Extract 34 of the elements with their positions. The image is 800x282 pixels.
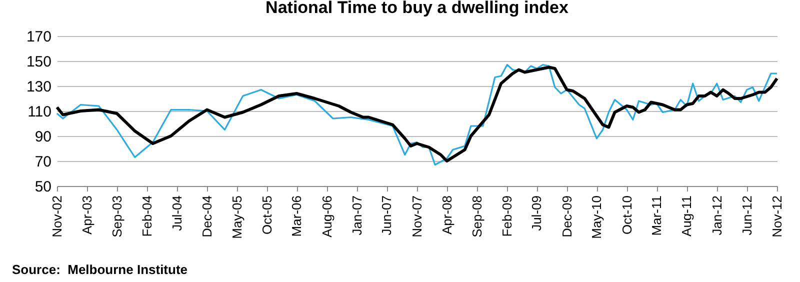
x-tick-label: Oct-10 [619, 196, 634, 235]
x-tick-label: Nov-02 [50, 196, 64, 238]
x-tick-label: Sep-08 [470, 196, 485, 238]
chart-title: National Time to buy a dwelling index [266, 0, 569, 17]
source-note: Source: Melbourne Institute [12, 262, 188, 277]
x-tick-label: Apr-08 [439, 196, 454, 235]
x-tick-label: Dec-09 [559, 196, 574, 238]
x-tick-label: Nov-07 [409, 196, 424, 238]
x-tick-label: May-05 [229, 196, 244, 239]
x-tick-label: Mar-06 [289, 196, 304, 237]
y-tick-label: 170 [26, 28, 52, 46]
x-tick-label: Jul-09 [529, 196, 544, 231]
x-tick-label: Sep-03 [109, 196, 124, 238]
x-tick-label: Jun-12 [739, 196, 754, 236]
x-tick-label: Jul-04 [169, 196, 184, 231]
y-tick-label: 130 [26, 78, 52, 96]
x-tick-label: Oct-05 [259, 196, 274, 235]
y-tick-label: 50 [34, 178, 52, 196]
x-tick-label: Apr-03 [79, 196, 94, 235]
x-tick-label: Dec-04 [199, 196, 214, 238]
y-tick-label: 70 [34, 154, 52, 170]
x-tick-label: Aug-11 [679, 196, 694, 236]
y-tick-label: 150 [26, 54, 52, 70]
x-tick-label: Feb-04 [140, 196, 155, 237]
x-tick-label: Nov-12 [770, 196, 784, 238]
x-tick-label: Feb-09 [500, 196, 515, 237]
x-tick-label: Mar-11 [649, 196, 664, 236]
x-tick-label: Aug-06 [319, 196, 334, 238]
y-tick-label: 110 [28, 104, 52, 120]
x-tick-label: Jun-07 [379, 196, 394, 236]
y-tick-label: 90 [34, 128, 52, 146]
x-tick-label: May-10 [589, 196, 604, 239]
x-tick-label: Jan-12 [709, 196, 724, 236]
x-tick-label: Jan-07 [349, 196, 364, 236]
